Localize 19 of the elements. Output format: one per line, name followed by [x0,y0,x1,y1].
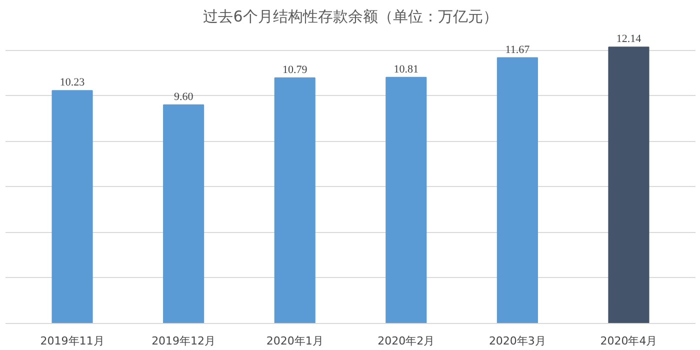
x-tick-label: 2020年3月 [488,334,546,348]
x-tick-label: 2020年4月 [600,334,658,348]
bar [274,77,316,324]
chart-title: 过去6个月结构性存款余额（单位：万亿元） [203,8,498,26]
bar [386,76,427,324]
data-label: 11.67 [505,44,530,56]
data-label: 10.81 [394,63,419,76]
bar [52,90,93,324]
data-label: 9.60 [174,90,194,103]
data-label: 10.23 [60,76,86,89]
x-tick-label: 2019年12月 [152,334,216,348]
bar [163,104,204,324]
bar [608,46,650,324]
x-tick-label: 2019年11月 [40,334,104,348]
data-label: 10.79 [282,64,308,76]
data-label: 12.14 [616,33,642,46]
x-tick-label: 2020年1月 [266,334,324,348]
bar [496,57,538,324]
x-tick-label: 2020年2月 [378,334,435,348]
